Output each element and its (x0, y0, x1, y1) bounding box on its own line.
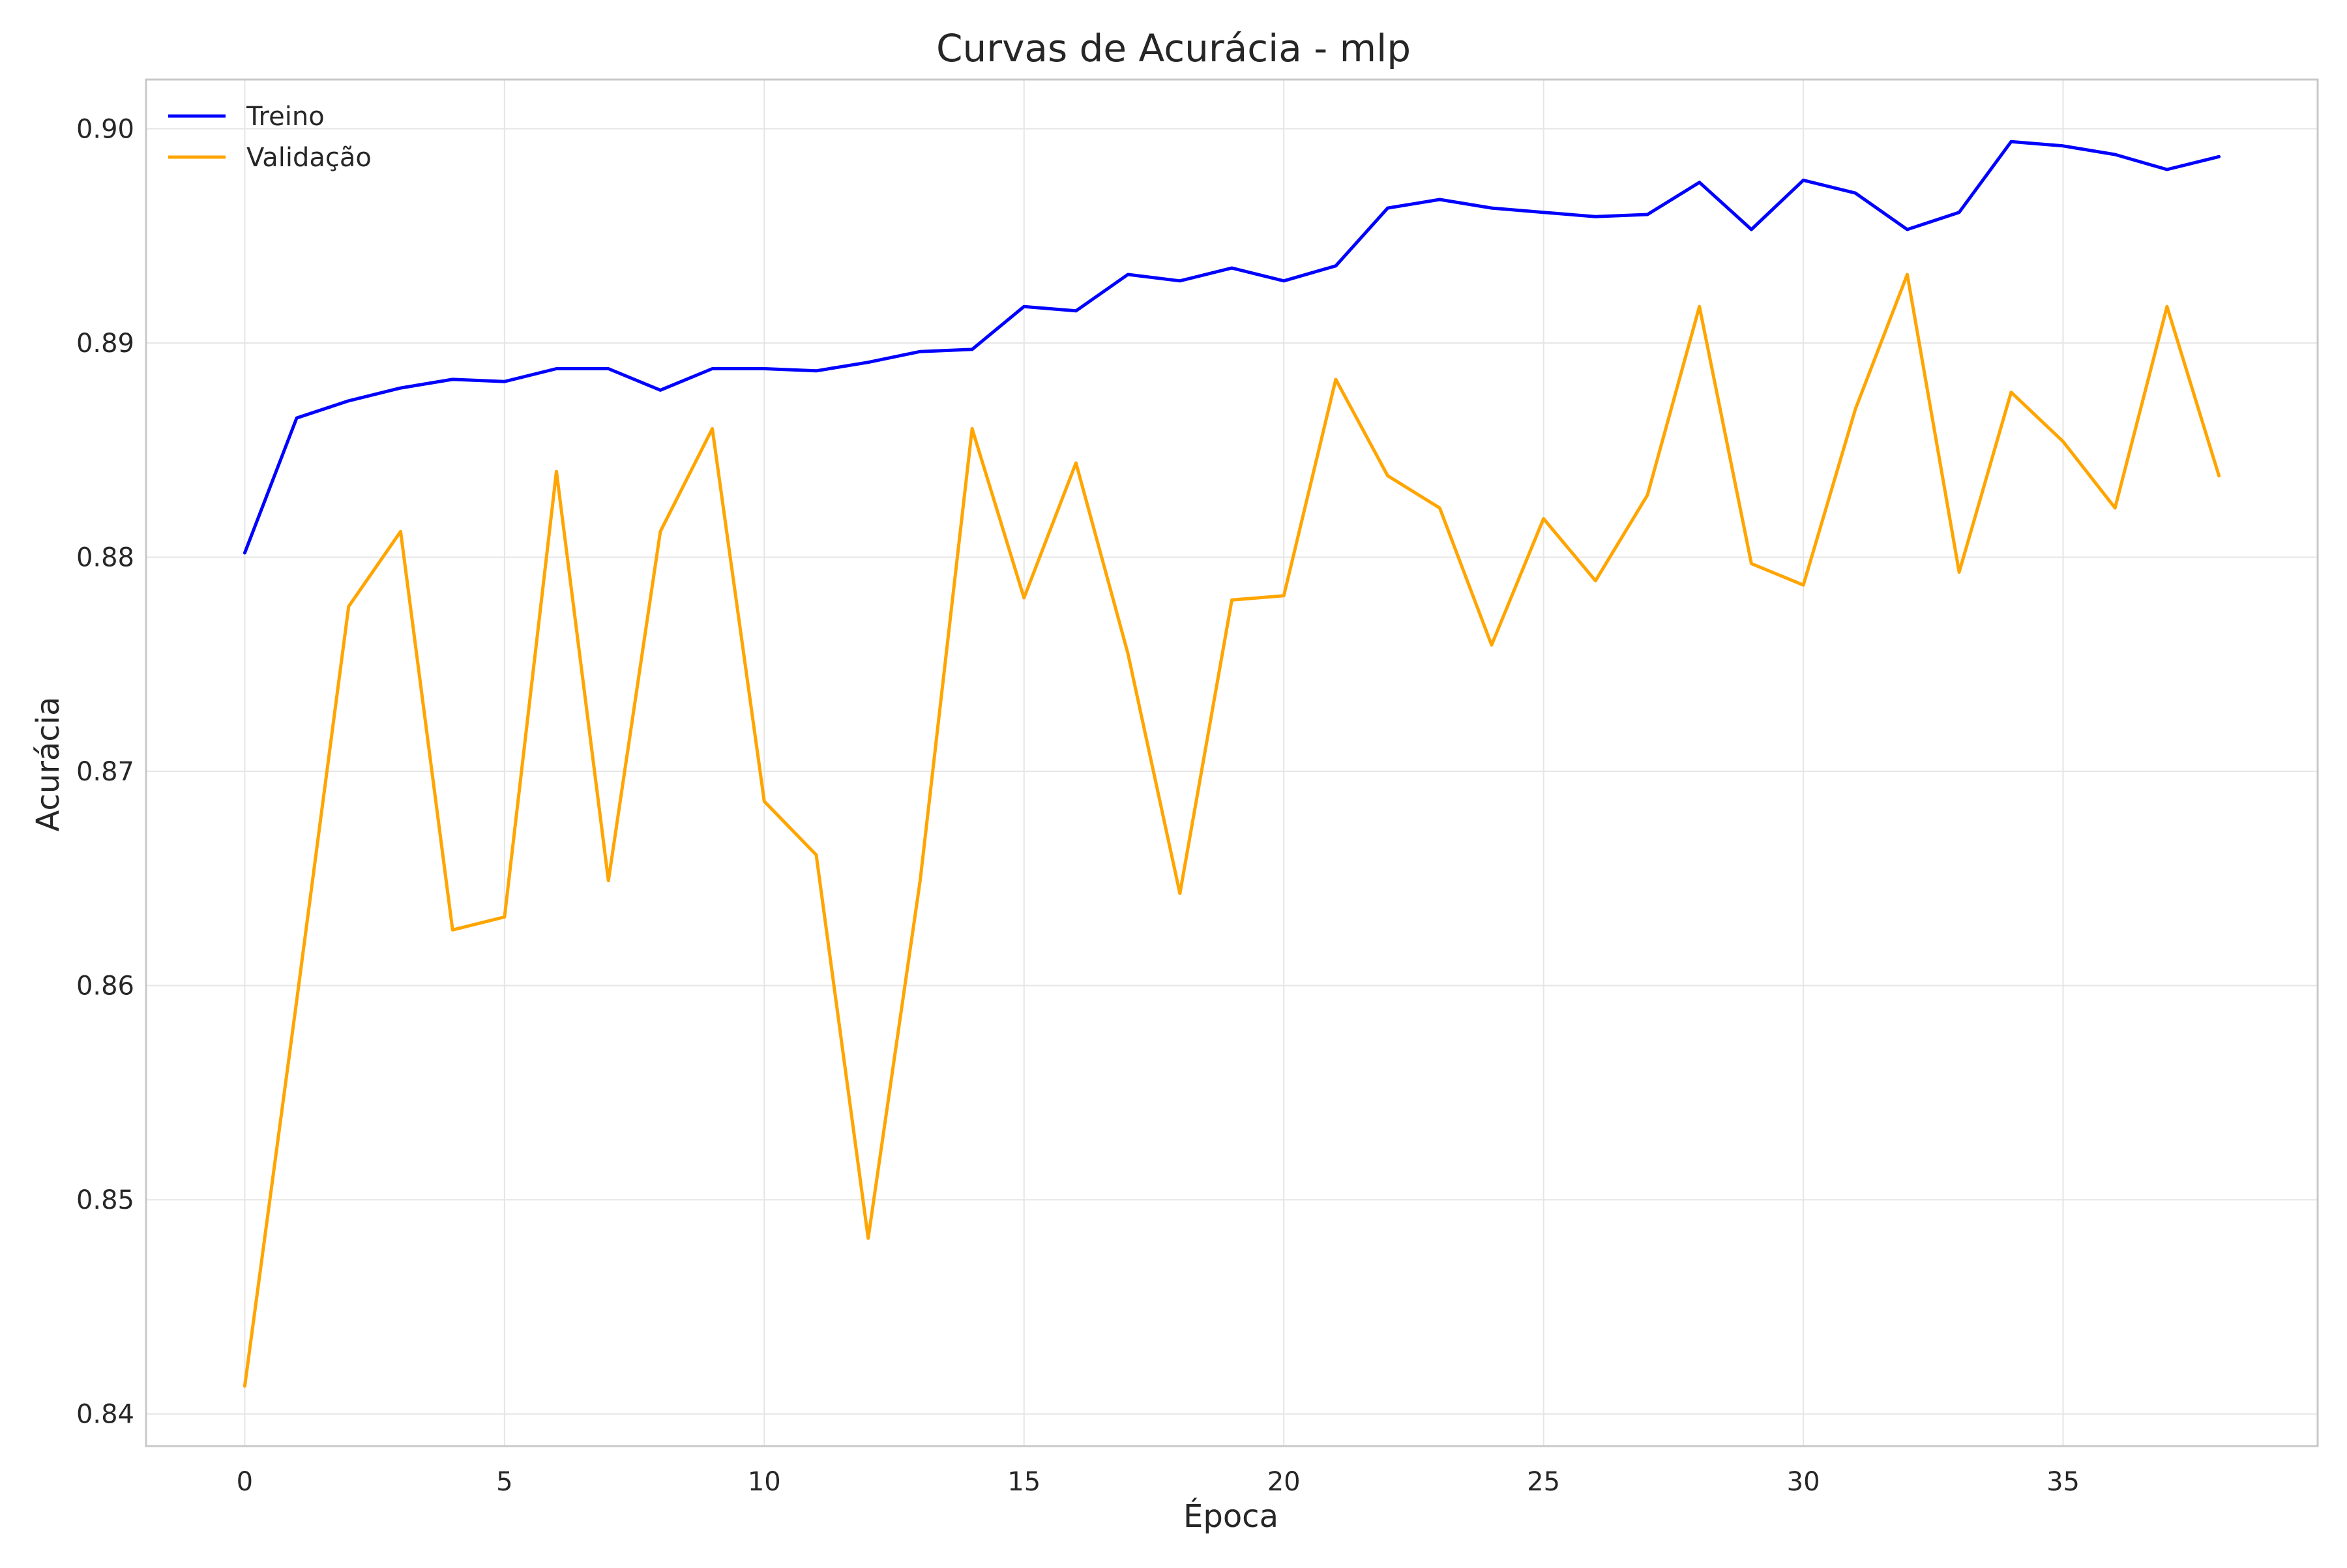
y-axis-ticks: 0.84 0.85 0.86 0.87 0.88 0.89 0.90 (76, 115, 134, 1430)
x-tick-label: 30 (1787, 1467, 1820, 1497)
x-tick-label: 15 (1007, 1467, 1041, 1497)
x-tick-label: 25 (1527, 1467, 1560, 1497)
x-axis-title: Época (1183, 1498, 1278, 1535)
plot-area-frame (145, 78, 2319, 1447)
legend-label: Treino (246, 102, 325, 132)
x-tick-label: 35 (2046, 1467, 2080, 1497)
x-tick-label: 20 (1267, 1467, 1301, 1497)
series-line-treino (243, 140, 2221, 555)
x-tick-label: 5 (496, 1467, 512, 1497)
grid-lines (146, 80, 2318, 1446)
legend-label: Validação (246, 143, 372, 173)
y-tick-label: 0.85 (76, 1185, 134, 1215)
y-tick-label: 0.88 (76, 543, 134, 573)
x-axis-ticks: 0 5 10 15 20 25 30 35 (237, 1467, 2080, 1497)
y-tick-label: 0.87 (76, 757, 134, 787)
series-lines (243, 140, 2221, 1388)
x-tick-label: 10 (748, 1467, 781, 1497)
x-tick-label: 0 (237, 1467, 253, 1497)
y-tick-label: 0.86 (76, 971, 134, 1001)
y-axis-title: Acurácia (30, 696, 66, 831)
y-tick-label: 0.84 (76, 1400, 134, 1430)
series-line-validacao (243, 273, 2221, 1388)
y-tick-label: 0.89 (76, 329, 134, 359)
chart-title: Curvas de Acurácia - mlp (936, 26, 1411, 70)
legend: Treino Validação (168, 102, 372, 173)
y-tick-label: 0.90 (76, 115, 134, 145)
